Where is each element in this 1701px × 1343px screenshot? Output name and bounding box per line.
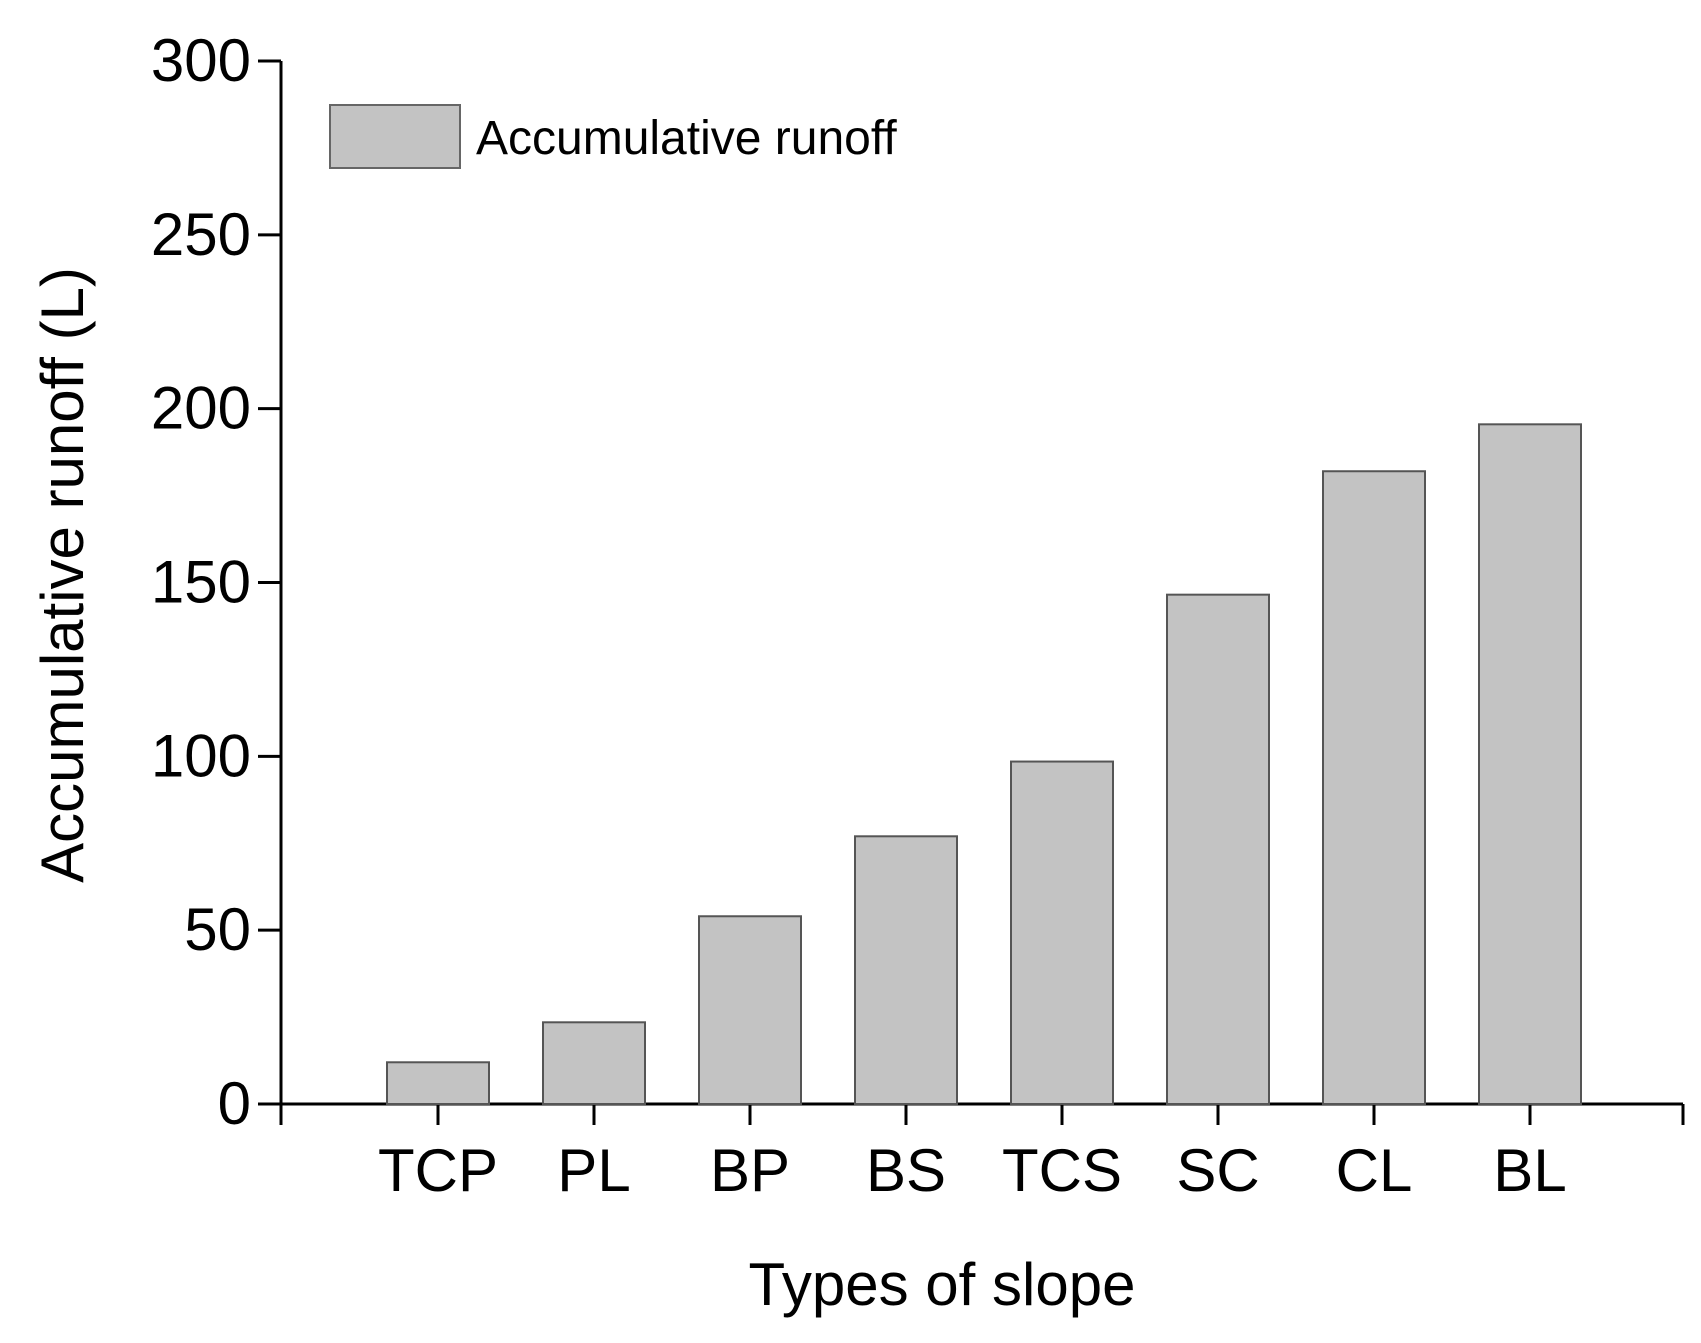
bar-cl xyxy=(1322,470,1426,1106)
y-tick-label: 150 xyxy=(151,549,251,616)
y-tick-label: 100 xyxy=(151,722,251,789)
bar-tcs xyxy=(1010,760,1114,1105)
legend: Accumulative runoff xyxy=(329,104,897,169)
bars xyxy=(386,423,1582,1106)
x-tick-label: BP xyxy=(710,1137,790,1204)
legend-swatch xyxy=(329,104,461,169)
bar-bs xyxy=(854,835,958,1106)
x-ticks: TCP PL BP BS TCS SC CL BL xyxy=(279,1104,1685,1204)
bar-bl xyxy=(1478,423,1582,1106)
y-axis-title: Accumulative runoff (L) xyxy=(29,267,96,883)
x-tick-label: SC xyxy=(1176,1137,1259,1204)
x-tick-label: TCP xyxy=(378,1137,498,1204)
legend-label: Accumulative runoff xyxy=(476,112,897,165)
x-axis-title: Types of slope xyxy=(749,1251,1136,1318)
bar-tcp xyxy=(386,1061,490,1106)
y-tick-label: 200 xyxy=(151,375,251,442)
y-tick-label: 50 xyxy=(184,896,251,963)
x-tick-label: PL xyxy=(557,1137,630,1204)
axes xyxy=(279,61,1683,1106)
x-tick-label: BL xyxy=(1493,1137,1566,1204)
x-tick-label: BS xyxy=(866,1137,946,1204)
x-tick-label: TCS xyxy=(1002,1137,1122,1204)
y-tick-label: 250 xyxy=(151,201,251,268)
bar-sc xyxy=(1166,593,1270,1105)
y-tick-label: 300 xyxy=(151,27,251,94)
bar-pl xyxy=(542,1021,646,1106)
y-ticks: 0 50 100 150 200 250 300 xyxy=(151,27,281,1137)
bar-bp xyxy=(698,915,802,1106)
x-tick-label: CL xyxy=(1336,1137,1413,1204)
y-tick-label: 0 xyxy=(218,1070,251,1137)
